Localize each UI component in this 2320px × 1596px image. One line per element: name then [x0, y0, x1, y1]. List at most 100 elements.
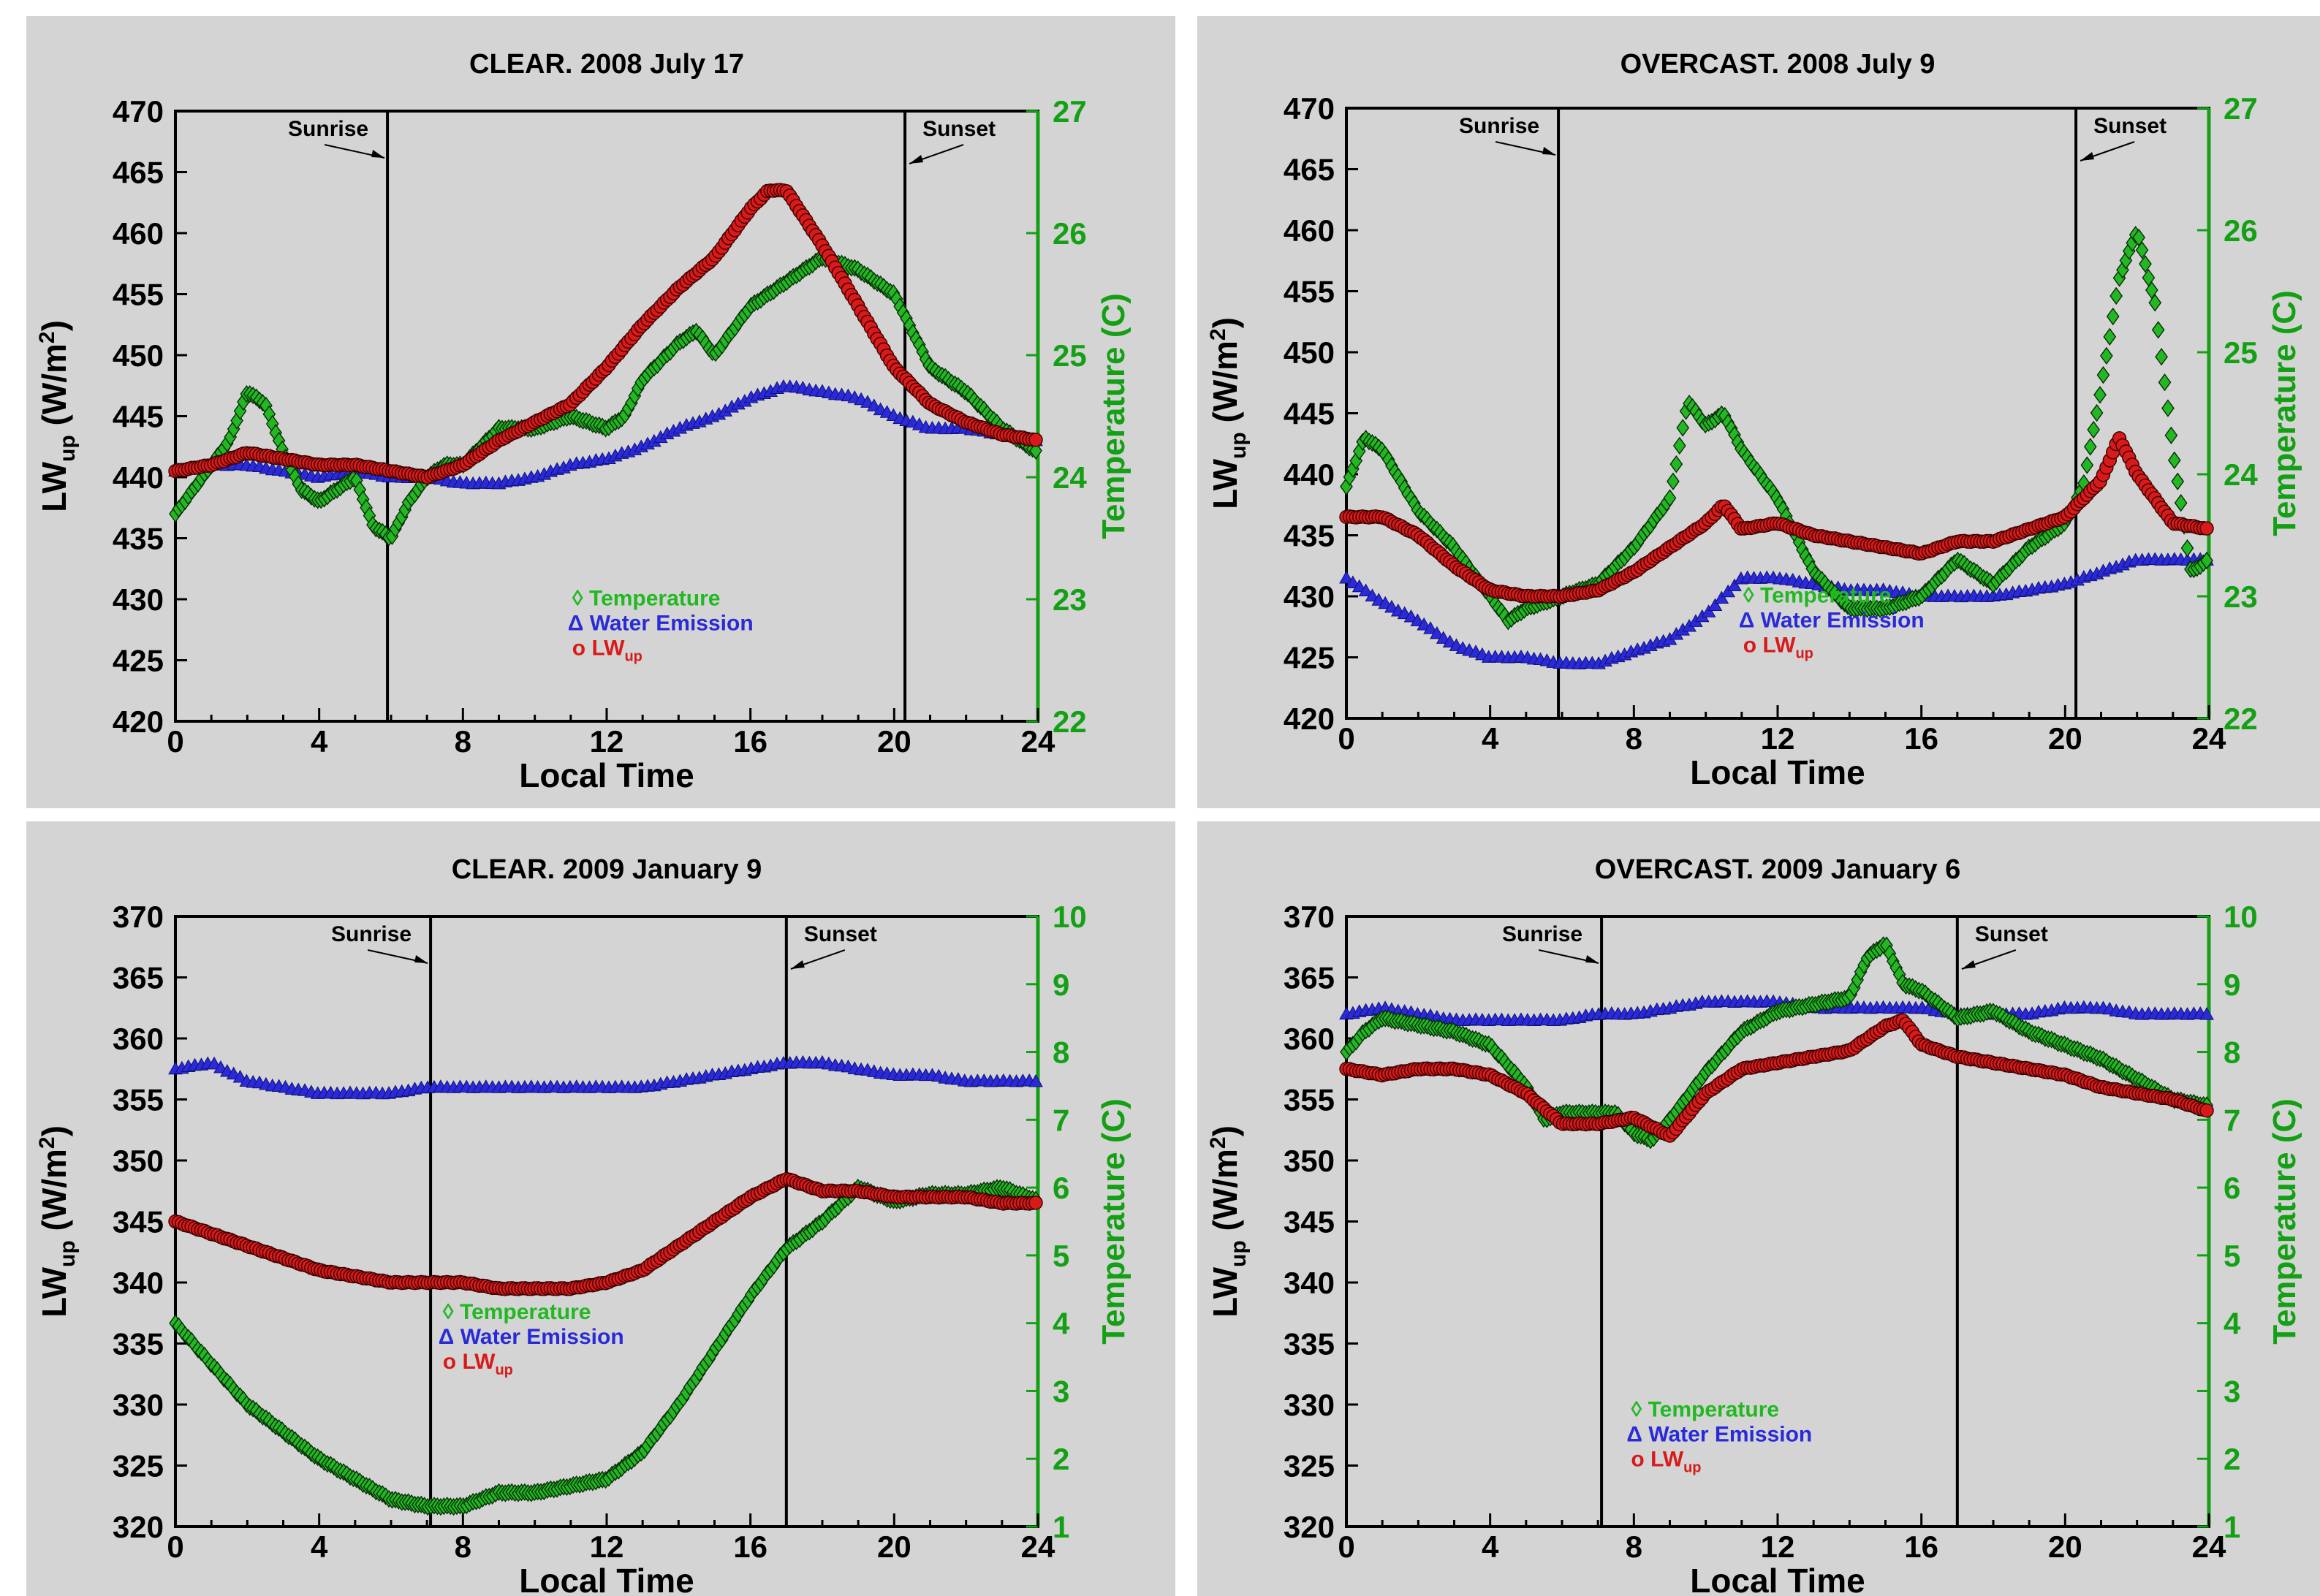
legend-lw-symbol: o — [1743, 633, 1763, 657]
legend-lw-up: o LWup — [443, 1350, 513, 1378]
temperature-point — [2164, 426, 2178, 444]
x-tick-label: 20 — [2048, 721, 2082, 756]
legend-water-symbol: Δ — [568, 611, 590, 635]
y2-tick-label: 5 — [1053, 1239, 1069, 1273]
y-tick-label: 370 — [113, 900, 164, 934]
panel-background — [1197, 821, 2320, 1596]
y2-tick-label: 9 — [2224, 968, 2240, 1002]
legend-temperature-symbol: ◊ — [443, 1300, 460, 1324]
legend-lw-sub: up — [1795, 645, 1813, 661]
x-tick-label: 24 — [2192, 721, 2226, 756]
chart-panel-4: OVERCAST. 2009 January 63203253303353403… — [1197, 821, 2320, 1596]
temperature-point — [2145, 281, 2158, 300]
y2-tick-label: 10 — [2224, 900, 2258, 934]
legend-lw-main: LW — [1762, 633, 1796, 657]
y2-tick-label: 6 — [1053, 1171, 1069, 1205]
water-emission-point — [1365, 588, 1380, 601]
legend-lw-up: o LWup — [1631, 1448, 1701, 1476]
legend-lw-main: LW — [591, 636, 625, 660]
y-tick-label: 320 — [1284, 1510, 1335, 1544]
temperature-point — [2200, 551, 2213, 570]
sunrise-label: Sunrise — [331, 922, 412, 946]
temperature-point — [1663, 489, 1677, 507]
water-emission-point — [1727, 578, 1742, 592]
series-lw_up — [1339, 1013, 2214, 1143]
water-emission-point — [1423, 621, 1438, 634]
y2-axis-label: Temperature (C) — [2267, 1098, 2302, 1345]
x-tick-label: 0 — [167, 724, 183, 759]
y-tick-label: 430 — [1284, 580, 1335, 614]
sunset-arrowhead — [909, 155, 924, 164]
y-tick-label: 450 — [113, 338, 164, 373]
y-label-sup: 2 — [1206, 1136, 1230, 1149]
x-tick-label: 4 — [311, 1530, 328, 1564]
legend-temperature-symbol: ◊ — [1631, 1398, 1648, 1422]
legend-temperature: ◊ Temperature — [1743, 583, 1892, 607]
x-tick-label: 16 — [1904, 1530, 1938, 1564]
x-tick-label: 20 — [877, 724, 911, 759]
temperature-point — [2103, 327, 2117, 346]
y-tick-label: 455 — [1284, 275, 1335, 309]
y-label-main: LW — [35, 1266, 73, 1318]
series-lw_up — [1339, 431, 2214, 604]
y-tick-label: 445 — [113, 400, 164, 434]
y-tick-label: 370 — [1284, 900, 1335, 934]
legend-temperature-label: Temperature — [1760, 583, 1892, 607]
y-label-main: LW — [1206, 458, 1244, 509]
x-tick-label: 4 — [1482, 721, 1499, 756]
y2-tick-label: 23 — [2224, 580, 2258, 614]
y-tick-label: 325 — [113, 1449, 164, 1483]
lw-up-point — [2199, 1103, 2214, 1118]
sunrise-arrowhead — [1542, 147, 1556, 155]
panel-background — [26, 821, 1175, 1596]
y2-tick-label: 9 — [1053, 968, 1069, 1002]
y-axis-label: LWup (W/m2) — [35, 320, 80, 512]
legend-water-symbol: Δ — [1739, 608, 1761, 632]
series-water_emission — [168, 1054, 1043, 1100]
y-label-sup: 2 — [35, 1136, 59, 1149]
y-tick-label: 420 — [1284, 702, 1335, 736]
chart-title: OVERCAST. 2009 January 6 — [1595, 854, 1961, 885]
x-tick-label: 16 — [733, 1530, 767, 1564]
legend-lw-up: o LWup — [572, 636, 642, 664]
y2-tick-label: 1 — [1053, 1510, 1069, 1544]
y-tick-label: 355 — [113, 1083, 164, 1117]
temperature-point — [2096, 365, 2110, 384]
y2-axis-label: Temperature (C) — [2267, 290, 2302, 536]
y-label-unit: (W/m — [1206, 1149, 1244, 1240]
sunset-label: Sunset — [804, 922, 877, 946]
y-tick-label: 440 — [1284, 457, 1335, 492]
temperature-point — [2080, 456, 2094, 474]
y2-tick-label: 27 — [2224, 91, 2258, 126]
legend-water-emission: Δ Water Emission — [1626, 1423, 1812, 1447]
y-tick-label: 335 — [1284, 1327, 1335, 1361]
chart-title: CLEAR. 2008 July 17 — [469, 49, 744, 80]
y-tick-label: 425 — [113, 644, 164, 678]
y2-tick-label: 5 — [2224, 1239, 2240, 1273]
y-label-main: LW — [35, 461, 73, 512]
lw-up-point — [1028, 433, 1043, 447]
x-axis-label: Local Time — [519, 1562, 694, 1596]
water-emission-point — [1339, 570, 1354, 584]
y-tick-label: 435 — [1284, 519, 1335, 553]
legend-temperature-label: Temperature — [460, 1300, 591, 1324]
y-tick-label: 440 — [113, 460, 164, 495]
y-tick-label: 335 — [113, 1327, 164, 1361]
x-tick-label: 16 — [1904, 721, 1938, 756]
water-emission-point — [1430, 626, 1444, 639]
y-label-unit: (W/m — [35, 343, 73, 435]
sunrise-arrowhead — [1585, 955, 1599, 963]
y2-tick-label: 24 — [1053, 460, 1087, 495]
y2-tick-label: 27 — [1053, 94, 1087, 129]
lw-up-point — [1028, 1196, 1043, 1210]
water-emission-point — [1707, 598, 1723, 611]
legend-lw-sub: up — [495, 1362, 512, 1378]
y-label-sup: 2 — [35, 331, 59, 343]
y2-tick-label: 8 — [2224, 1036, 2240, 1070]
y2-tick-label: 23 — [1053, 582, 1087, 617]
water-emission-point — [1714, 590, 1729, 604]
water-emission-point — [1403, 609, 1419, 623]
x-axis-label: Local Time — [1690, 753, 1865, 791]
temperature-point — [2155, 348, 2168, 366]
